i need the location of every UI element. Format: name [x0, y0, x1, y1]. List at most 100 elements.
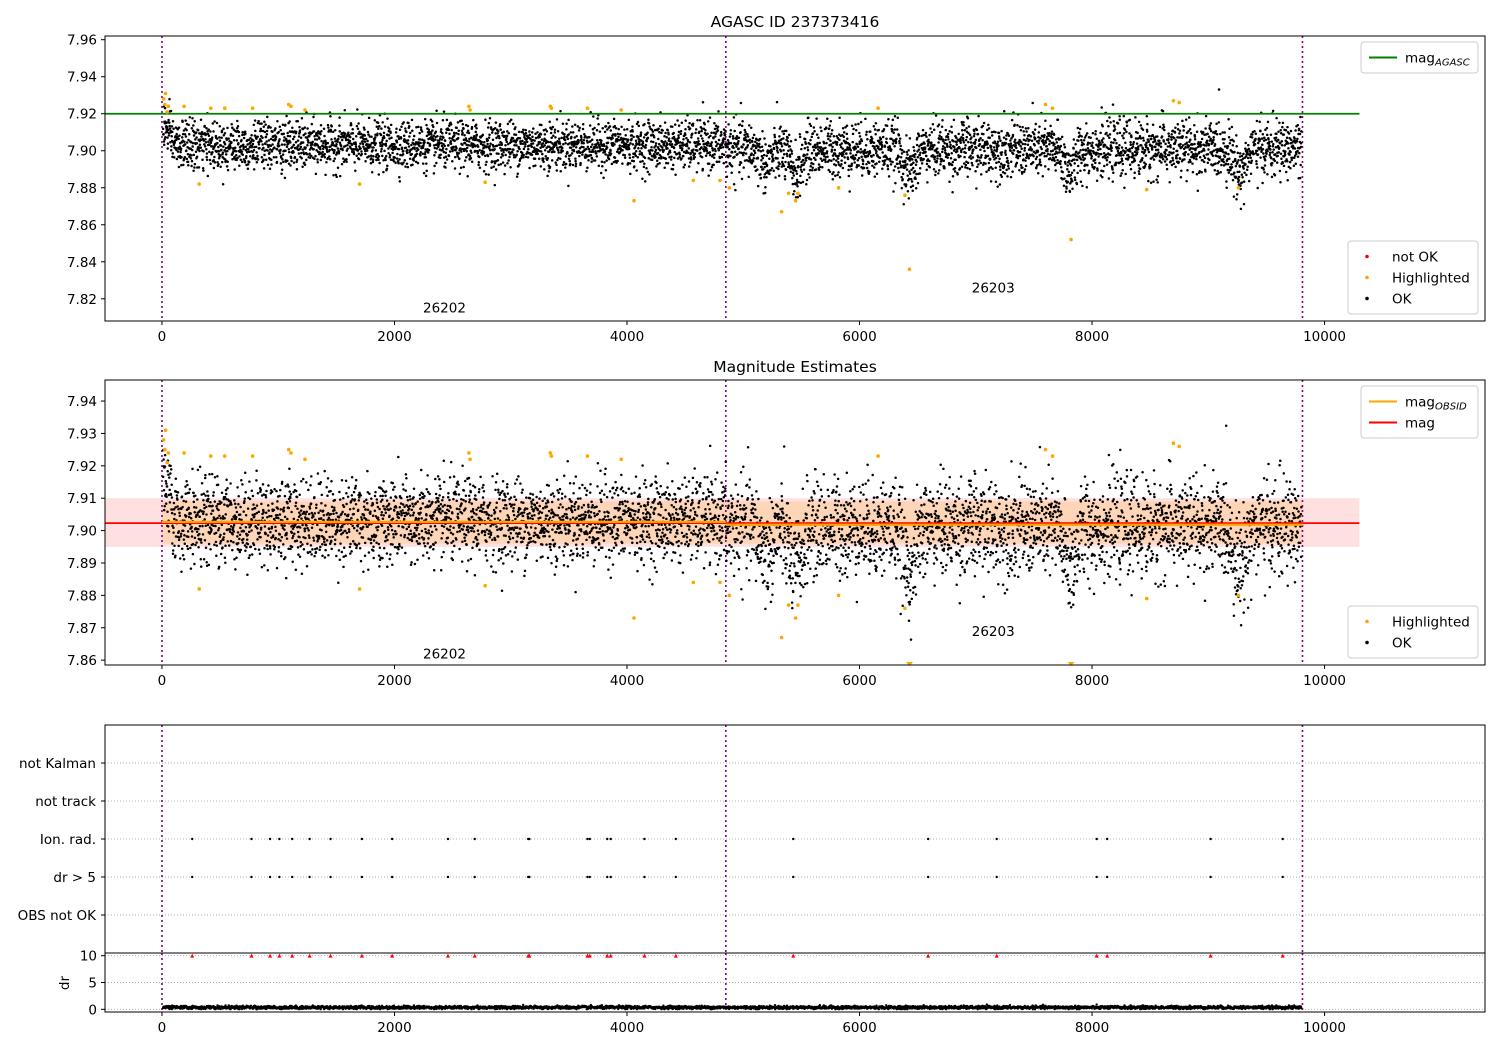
- ok-point: [1114, 161, 1118, 164]
- ok-point: [1176, 153, 1179, 157]
- ok-point: [755, 142, 759, 145]
- ok-point: [885, 137, 888, 141]
- ok-point: [891, 118, 895, 122]
- ok-point: [1237, 175, 1241, 179]
- ok-point: [478, 148, 481, 152]
- ok-point: [1032, 154, 1035, 158]
- ok-point: [465, 139, 469, 143]
- ok-point: [359, 142, 362, 145]
- ok-point: [311, 143, 314, 146]
- ok-point: [562, 160, 566, 164]
- ok-point: [754, 165, 757, 168]
- ok-point: [811, 166, 814, 169]
- ok-point: [427, 148, 431, 152]
- ok-point: [497, 134, 501, 138]
- ok-point: [653, 146, 656, 149]
- ok-point: [241, 153, 245, 157]
- ok-point: [224, 146, 228, 150]
- ok-point: [178, 145, 182, 149]
- ok-point: [923, 142, 926, 145]
- ok-point: [712, 163, 715, 167]
- ok-point: [1128, 163, 1132, 167]
- ok-point: [249, 155, 252, 158]
- ok-point: [428, 143, 432, 147]
- ok-point: [698, 142, 701, 146]
- ok-point: [362, 126, 366, 129]
- ok-point: [1189, 138, 1192, 142]
- ok-point: [1107, 177, 1111, 180]
- ok-point: [404, 165, 407, 168]
- ok-point: [544, 154, 548, 158]
- ok-point: [1145, 115, 1149, 118]
- ok-point: [1127, 155, 1131, 159]
- ok-point: [521, 131, 525, 134]
- ok-point: [444, 166, 447, 169]
- ok-point: [693, 152, 697, 155]
- ok-point: [1119, 174, 1122, 177]
- ok-point: [680, 144, 683, 147]
- ok-point: [263, 153, 266, 157]
- ok-point: [387, 133, 391, 137]
- ok-point: [304, 132, 307, 135]
- ok-point: [1222, 160, 1226, 164]
- ok-point: [650, 146, 653, 149]
- ok-point: [235, 158, 238, 162]
- ok-point: [891, 128, 894, 132]
- ok-point: [359, 147, 362, 150]
- ok-point: [526, 156, 530, 159]
- ok-point: [1177, 160, 1180, 164]
- ok-point: [208, 143, 211, 147]
- ok-point: [357, 122, 360, 125]
- ok-point: [1206, 153, 1210, 156]
- ok-point: [1064, 190, 1068, 193]
- ok-point: [796, 165, 800, 168]
- ok-point: [632, 159, 636, 163]
- ok-point: [447, 128, 451, 132]
- ok-point: [1009, 142, 1013, 145]
- ok-point: [671, 168, 675, 171]
- ok-point: [233, 146, 237, 149]
- ok-point: [656, 151, 660, 155]
- ok-point: [417, 125, 420, 129]
- ok-point: [207, 140, 210, 143]
- ok-point: [687, 151, 690, 155]
- ok-point: [634, 139, 638, 143]
- ok-point: [451, 149, 454, 153]
- ok-point: [788, 155, 792, 158]
- ok-point: [742, 143, 745, 146]
- ok-point: [343, 108, 347, 112]
- ok-point: [325, 145, 328, 149]
- ok-point: [507, 159, 510, 162]
- ok-point: [817, 163, 821, 166]
- ok-point: [435, 109, 438, 113]
- ok-point: [486, 154, 490, 158]
- ok-point: [819, 126, 822, 129]
- ok-point: [307, 141, 310, 144]
- ok-point: [184, 119, 187, 122]
- ok-point: [448, 124, 451, 127]
- ok-point: [308, 152, 311, 156]
- ok-point: [322, 141, 325, 145]
- ok-point: [1086, 147, 1090, 150]
- ok-point: [1212, 135, 1215, 139]
- ok-point: [795, 169, 798, 173]
- ok-point: [842, 153, 845, 156]
- ok-point: [737, 147, 740, 150]
- ok-point: [256, 121, 260, 125]
- ok-point: [657, 156, 661, 160]
- ok-point: [897, 155, 900, 158]
- ok-point: [536, 152, 539, 156]
- ok-point: [780, 145, 784, 148]
- ok-point: [1011, 133, 1015, 137]
- ok-point: [553, 131, 557, 134]
- ok-point: [1073, 158, 1076, 161]
- ok-point: [1156, 135, 1159, 138]
- ok-point: [852, 127, 855, 131]
- ok-point: [893, 144, 896, 148]
- ok-point: [522, 153, 525, 157]
- ok-point: [410, 143, 413, 147]
- ok-point: [1168, 153, 1171, 157]
- ok-point: [699, 134, 703, 137]
- ok-point: [574, 162, 578, 165]
- ok-point: [303, 163, 307, 167]
